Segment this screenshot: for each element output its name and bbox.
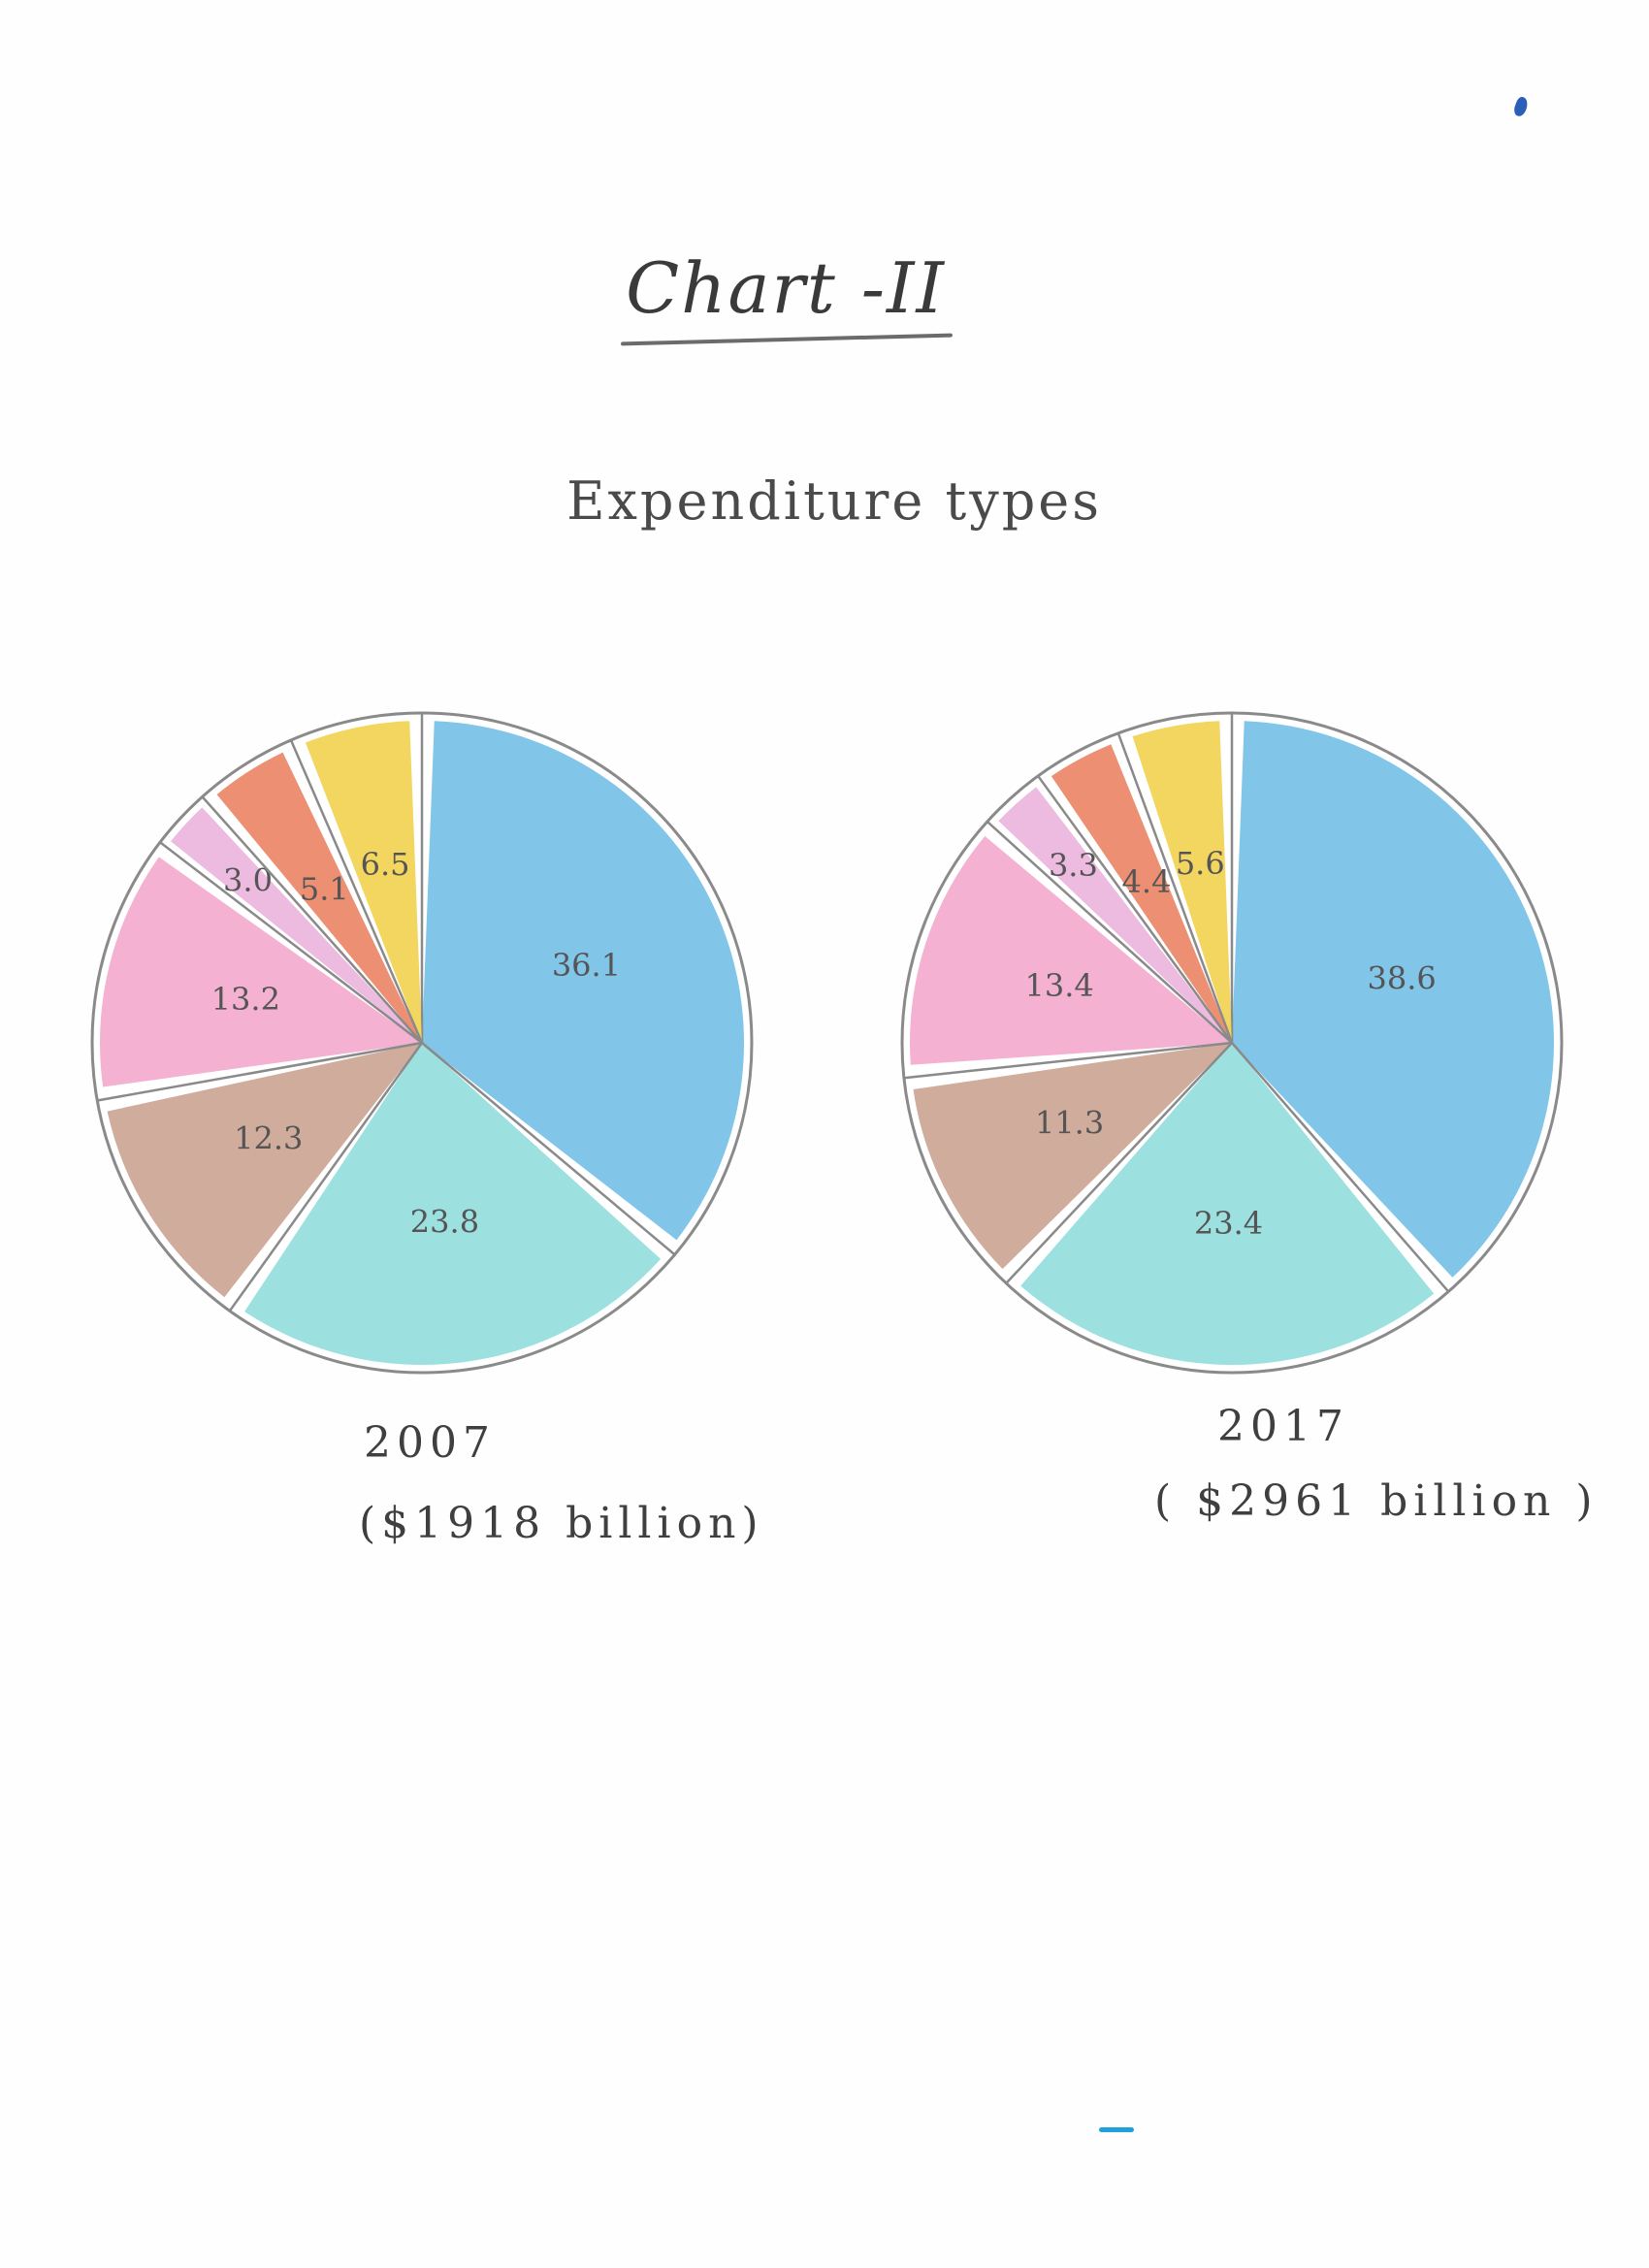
- pie-2007-value-label: 23.8: [410, 1204, 479, 1241]
- pie-2017-value-label: 38.6: [1368, 959, 1437, 996]
- pie-2017-value-label: 11.3: [1035, 1104, 1104, 1141]
- pie-2017-slice-5.6: [1132, 721, 1232, 1043]
- pie-2017-value-label: 5.6: [1176, 845, 1225, 882]
- pie-2017-year-label: 2017: [1217, 1402, 1349, 1451]
- pie-2017-divider: [1037, 775, 1234, 1044]
- pie-2007-value-label: 13.2: [211, 981, 280, 1018]
- pie-2007-divider: [289, 739, 424, 1044]
- pie-2007-slice-36.1: [422, 721, 744, 1241]
- pie-2017-value-label: 4.4: [1122, 863, 1172, 900]
- pie-2017-divider: [1005, 1042, 1233, 1284]
- pie-2007-divider: [159, 841, 423, 1044]
- pie-2017-divider: [903, 1041, 1233, 1080]
- pie-2007-value-label: 6.5: [361, 846, 410, 883]
- pie-2007-value-label: 12.3: [234, 1120, 303, 1157]
- pie-2007-year-label: 2007: [364, 1418, 496, 1468]
- pie-2017-slice-3.3: [998, 787, 1232, 1043]
- pie-2007-slice-12.3: [107, 1043, 423, 1298]
- pie-2017-value-label: 13.4: [1025, 967, 1094, 1004]
- pie-2017-slice-23.4: [1020, 1043, 1435, 1365]
- pie-2007-divider: [228, 1042, 424, 1312]
- pie-2017-value-label: 3.3: [1049, 847, 1098, 884]
- pie-2017-slice-11.3: [913, 1043, 1232, 1270]
- pie-2017-slice-38.6: [1232, 721, 1555, 1278]
- pie-2007-value-label: 3.0: [223, 862, 273, 899]
- pie-2007-value-label: 5.1: [300, 870, 349, 907]
- pie-2007-slice-6.5: [305, 721, 422, 1043]
- pie-2007-divider: [421, 1042, 676, 1256]
- pie-2007: 36.1 23.8 12.3 13.2 3.0 5.1 6.5: [90, 711, 754, 1375]
- pie-2007-divider: [201, 795, 423, 1044]
- pie-2007-value-label: 36.1: [552, 947, 621, 984]
- pie-2007-divider: [97, 1041, 423, 1102]
- pie-2007-slice-3.0: [171, 807, 422, 1043]
- pie-2017-divider: [986, 821, 1233, 1044]
- ink-dash-mark: [1099, 2127, 1134, 2132]
- pie-2007-slice-23.8: [244, 1043, 662, 1366]
- pie-2017-slice-13.4: [910, 835, 1232, 1065]
- pie-2007-slice-5.1: [216, 752, 422, 1043]
- pie-2017-slice-4.4: [1051, 744, 1232, 1043]
- pie-2017-divider: [1116, 732, 1234, 1044]
- pie-2017-divider: [1231, 1042, 1450, 1293]
- chart-title: Chart -II: [626, 247, 946, 329]
- pie-2017-value-label: 23.4: [1194, 1205, 1263, 1242]
- pie-2017-total-label: ( $2961 billion ): [1154, 1476, 1599, 1526]
- pie-2007-total-label: ($1918 billion): [359, 1499, 764, 1548]
- pie-2007-slice-13.2: [99, 857, 422, 1087]
- chart-subtitle: Expenditure types: [566, 470, 1102, 532]
- pie-2017: 38.6 23.4 11.3 13.4 3.3 4.45.6: [900, 711, 1564, 1375]
